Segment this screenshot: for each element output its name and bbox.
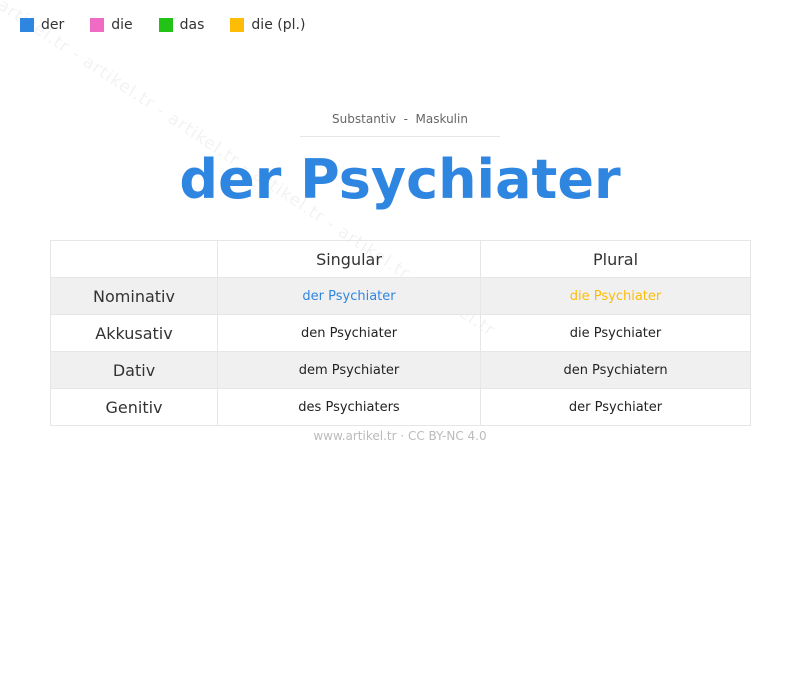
der-swatch-icon <box>20 18 34 32</box>
plural-cell: der Psychiater <box>480 388 751 426</box>
legend-label: die <box>111 17 133 33</box>
plural-cell: die Psychiater <box>480 314 751 352</box>
table-row: Dativ dem Psychiater den Psychiatern <box>50 351 751 389</box>
table-row: Nominativ der Psychiater die Psychiater <box>50 277 751 315</box>
header-plural: Plural <box>480 240 751 278</box>
die-swatch-icon <box>90 18 105 32</box>
case-label: Nominativ <box>50 277 218 315</box>
das-swatch-icon <box>158 18 173 32</box>
legend-label: das <box>179 17 205 33</box>
table-row: Akkusativ den Psychiater die Psychiater <box>50 314 751 352</box>
declension-table: Singular Plural Nominativ der Psychiater… <box>50 240 751 426</box>
plural-cell: den Psychiatern <box>480 351 751 389</box>
legend-label: der <box>41 17 65 33</box>
singular-cell: den Psychiater <box>216 314 482 352</box>
singular-cell: der Psychiater <box>216 277 482 315</box>
case-label: Akkusativ <box>50 314 218 352</box>
word-type: Substantiv - Maskulin <box>300 112 500 137</box>
table-header: Singular Plural <box>50 240 751 278</box>
case-label: Dativ <box>50 351 218 389</box>
footer-credit: www.artikel.tr · CC BY-NC 4.0 <box>313 429 487 443</box>
legend-das: das <box>158 17 205 33</box>
header-singular: Singular <box>216 240 482 278</box>
header-empty <box>50 240 218 278</box>
legend-label: die (pl.) <box>251 17 306 33</box>
plural-cell: die Psychiater <box>480 277 751 315</box>
page-title: der Psychiater <box>179 148 621 211</box>
legend-plural: die (pl.) <box>230 17 305 33</box>
singular-cell: dem Psychiater <box>216 351 482 389</box>
legend-die: die <box>90 17 133 33</box>
plural-swatch-icon <box>230 18 245 32</box>
gender-legend: der die das die (pl.) <box>20 17 331 33</box>
singular-cell: des Psychiaters <box>216 388 482 426</box>
legend-der: der <box>20 17 64 33</box>
table-row: Genitiv des Psychiaters der Psychiater <box>50 388 751 426</box>
case-label: Genitiv <box>50 388 218 426</box>
